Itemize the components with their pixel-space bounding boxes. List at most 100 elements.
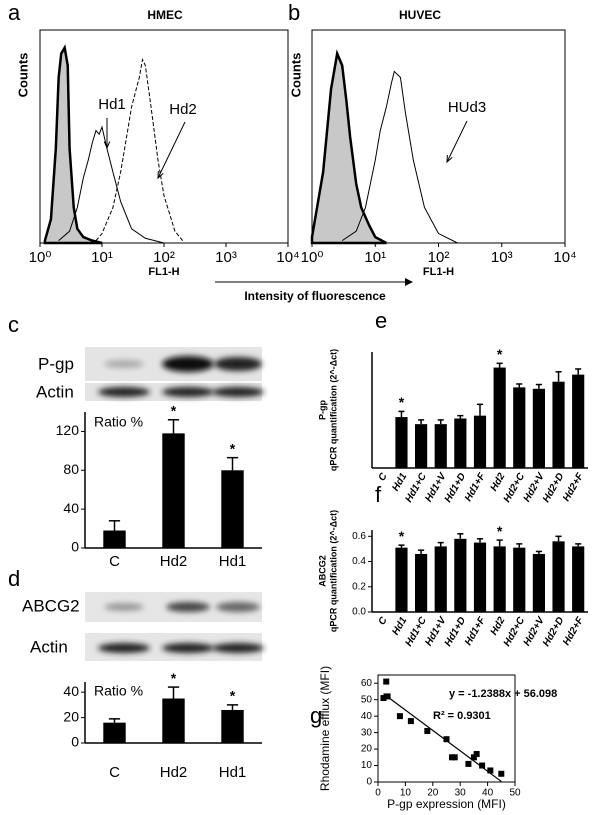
y-axis-title: P-gp <box>317 400 327 420</box>
x-tick-label: C <box>109 553 120 570</box>
x-tick-label: 10⁴ <box>553 249 576 266</box>
y-axis-label: Counts <box>288 53 303 98</box>
curve-arrow <box>446 120 468 163</box>
panel-letter: b <box>288 0 300 25</box>
blot-band <box>104 603 144 611</box>
point <box>451 754 458 761</box>
point <box>498 770 505 777</box>
panel-letter: a <box>8 0 21 25</box>
bar <box>532 388 545 468</box>
blot-label: Actin <box>30 637 68 656</box>
bar <box>162 433 185 548</box>
point <box>479 762 486 769</box>
y-tick-label: 60 <box>361 678 373 689</box>
blot-label: P-gp <box>38 354 74 373</box>
x-tick-label: Hd2+F <box>561 615 586 648</box>
x-tick-label: 10¹ <box>364 249 386 266</box>
x-tick-label: C <box>377 615 391 627</box>
x-tick-label: 50 <box>509 788 521 799</box>
bar <box>513 547 526 612</box>
blots <box>85 347 264 661</box>
blot-band <box>162 643 214 653</box>
bar <box>221 709 244 743</box>
significance-mark: * <box>171 670 177 686</box>
fluorescence-arrowhead <box>405 278 413 286</box>
blot-band <box>216 602 260 612</box>
point <box>396 713 403 720</box>
y-tick-label: 40 <box>361 711 373 722</box>
curve-label: Hd2 <box>169 101 197 118</box>
x-tick-label: 10³ <box>215 249 237 266</box>
blot-band <box>214 357 262 371</box>
y-tick-label: 0.6 <box>352 531 366 542</box>
x-tick-label: Hd1 <box>219 764 247 781</box>
x-tick-label: Hd2+F <box>561 471 586 504</box>
significance-mark: * <box>497 346 503 362</box>
y-tick-label: 0 <box>71 539 79 555</box>
bar <box>493 367 506 468</box>
point <box>470 754 477 761</box>
blot-band <box>166 602 210 612</box>
figure-label: Intensity of fluorescence <box>244 289 386 303</box>
blot-band <box>104 360 144 368</box>
x-tick-label: Hd1 <box>390 615 409 637</box>
chart-title: HUVEC <box>399 8 441 22</box>
y-tick-label: 0 <box>366 777 372 788</box>
x-tick-label: Hd2 <box>489 471 508 493</box>
bar <box>162 698 185 743</box>
curve-arrowhead <box>446 154 453 164</box>
point <box>465 760 472 767</box>
histogram-curve <box>43 44 103 245</box>
x-tick-label: 10³ <box>491 249 513 266</box>
x-tick-label: Hd1 <box>390 471 409 493</box>
bar <box>395 547 408 612</box>
x-tick-label: 0 <box>375 788 381 799</box>
x-tick-label: Hd1 <box>219 553 247 570</box>
x-tick-label: 10² <box>153 249 175 266</box>
curve-arrow <box>157 121 186 179</box>
x-tick-label: 10¹ <box>91 249 113 266</box>
y-axis-label: Ratio % <box>94 414 143 430</box>
bar <box>103 722 126 743</box>
point <box>407 718 414 725</box>
curve-label: Hd1 <box>98 96 126 113</box>
significance-mark: * <box>399 528 405 544</box>
y-tick-label: 50 <box>361 694 373 705</box>
x-axis-label: FL1-H <box>148 266 179 278</box>
blot-band <box>98 387 150 397</box>
histogram-curve <box>58 125 165 244</box>
panel-letter: g <box>310 703 322 728</box>
histogram-curve <box>310 49 387 245</box>
y-tick-label: 0 <box>71 734 79 750</box>
bar <box>473 415 487 468</box>
bar <box>103 530 126 548</box>
bar <box>454 538 467 612</box>
x-axis-label: P-gp expression (MFI) <box>387 797 506 811</box>
panel-letter: d <box>8 566 20 591</box>
point <box>443 736 450 743</box>
fit-annotation: R² = 0.9301 <box>433 710 491 722</box>
histogram-curve <box>341 70 458 244</box>
x-tick-label: Hd2 <box>160 553 188 570</box>
x-tick-label: 10² <box>428 249 450 266</box>
plot-frame <box>377 674 516 783</box>
bar <box>532 553 545 612</box>
y-axis-label: qPCR quantification (2^-Δct) <box>328 349 338 471</box>
bar <box>454 418 467 468</box>
y-tick-label: 80 <box>63 461 79 477</box>
y-tick-label: 40 <box>63 500 79 516</box>
point <box>383 678 390 685</box>
y-tick-label: 10 <box>361 760 373 771</box>
y-axis-title: ABCG2 <box>317 555 327 587</box>
bar <box>572 374 585 468</box>
plot-frame <box>39 29 289 244</box>
y-tick-label: 0.0 <box>352 607 366 618</box>
bar <box>572 546 585 612</box>
blot-label: Actin <box>36 382 74 401</box>
x-tick-label: Hd1+F <box>463 615 488 648</box>
bar <box>552 541 565 612</box>
bar <box>552 381 565 468</box>
y-tick-label: 20 <box>63 708 79 724</box>
significance-mark: * <box>230 440 236 456</box>
x-tick-label: 10⁰ <box>301 249 324 266</box>
